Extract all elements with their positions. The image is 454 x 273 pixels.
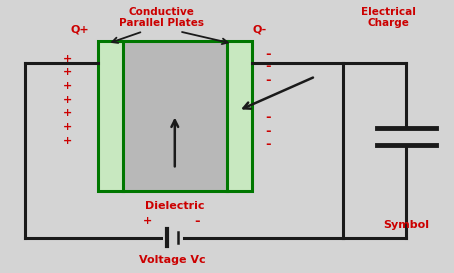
Bar xyxy=(98,41,123,191)
Text: Q+: Q+ xyxy=(70,24,89,34)
Bar xyxy=(227,41,252,191)
Text: Symbol: Symbol xyxy=(383,220,429,230)
Text: -: - xyxy=(265,138,271,151)
Text: +: + xyxy=(63,81,72,91)
Text: Electrical
Charge: Electrical Charge xyxy=(361,7,415,28)
Bar xyxy=(98,41,252,191)
Bar xyxy=(123,41,227,191)
Text: Q-: Q- xyxy=(252,24,267,34)
Text: Dielectric: Dielectric xyxy=(145,201,205,211)
Text: Conductive
Parallel Plates: Conductive Parallel Plates xyxy=(118,7,204,28)
Text: -: - xyxy=(195,215,200,228)
Text: -: - xyxy=(265,111,271,124)
Text: +: + xyxy=(63,108,72,118)
Text: +: + xyxy=(63,54,72,64)
Text: -: - xyxy=(265,48,271,61)
Text: +: + xyxy=(63,122,72,132)
Text: +: + xyxy=(63,95,72,105)
Text: +: + xyxy=(63,136,72,146)
Text: +: + xyxy=(143,216,152,226)
Text: Voltage Vc: Voltage Vc xyxy=(139,255,206,265)
Text: -: - xyxy=(265,74,271,87)
Text: -: - xyxy=(265,124,271,138)
Text: +: + xyxy=(63,67,72,77)
Text: -: - xyxy=(265,60,271,73)
